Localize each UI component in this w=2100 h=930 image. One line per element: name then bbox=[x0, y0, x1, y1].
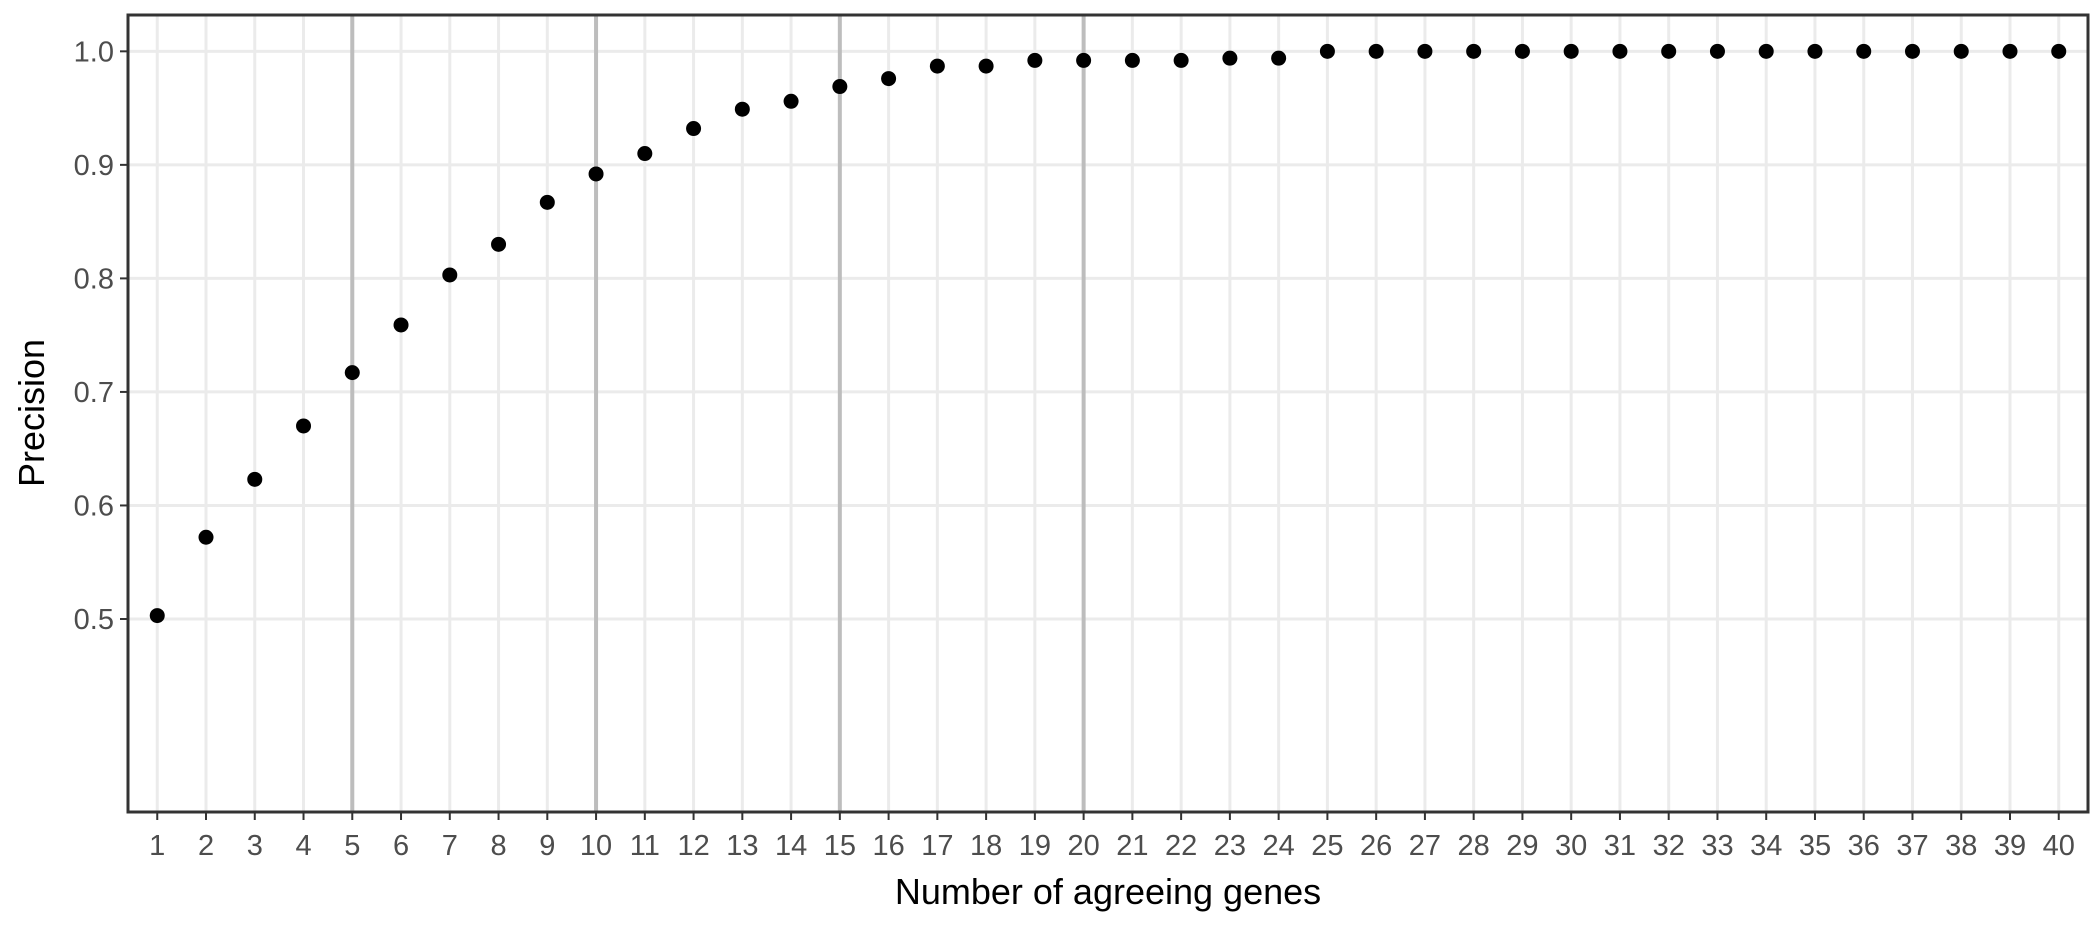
data-point bbox=[1709, 43, 1725, 59]
x-tick-label: 6 bbox=[393, 830, 409, 862]
x-tick-label: 24 bbox=[1263, 830, 1295, 862]
x-tick-label: 38 bbox=[1945, 830, 1977, 862]
y-axis-tick-labels: 0.5 0.6 0.7 0.8 0.9 1.0 bbox=[74, 36, 114, 636]
data-point bbox=[1027, 52, 1043, 68]
x-tick-label: 29 bbox=[1506, 830, 1538, 862]
x-tick-label: 2 bbox=[198, 830, 214, 862]
data-point bbox=[1514, 43, 1530, 59]
y-tick-label: 0.7 bbox=[74, 377, 114, 409]
x-tick-label: 12 bbox=[677, 830, 709, 862]
x-tick-label: 30 bbox=[1555, 830, 1587, 862]
data-point bbox=[1661, 43, 1677, 59]
data-point bbox=[1222, 50, 1238, 66]
y-tick-label: 0.8 bbox=[74, 263, 114, 295]
x-tick-label: 33 bbox=[1701, 830, 1733, 862]
data-point bbox=[1417, 43, 1433, 59]
x-tick-label: 20 bbox=[1067, 830, 1099, 862]
data-point bbox=[1856, 43, 1872, 59]
panel-border bbox=[126, 13, 2090, 814]
data-point bbox=[491, 236, 507, 252]
x-tick-label: 7 bbox=[442, 830, 458, 862]
y-tick-label: 0.5 bbox=[74, 604, 114, 636]
x-tick-label: 25 bbox=[1311, 830, 1343, 862]
x-tick-label: 40 bbox=[2043, 830, 2075, 862]
data-point bbox=[442, 267, 458, 283]
data-point bbox=[539, 194, 555, 210]
data-point bbox=[832, 79, 848, 95]
x-tick-label: 23 bbox=[1214, 830, 1246, 862]
data-point bbox=[1953, 43, 1969, 59]
x-tick-label: 31 bbox=[1604, 830, 1636, 862]
y-tick-label: 1.0 bbox=[74, 36, 114, 68]
data-point bbox=[1466, 43, 1482, 59]
x-tick-label: 9 bbox=[539, 830, 555, 862]
data-point bbox=[881, 71, 897, 87]
data-point bbox=[2002, 43, 2018, 59]
data-point bbox=[1807, 43, 1823, 59]
y-tick-label: 0.9 bbox=[74, 150, 114, 182]
data-point bbox=[783, 93, 799, 109]
x-tick-label: 11 bbox=[630, 830, 660, 862]
grid-lines bbox=[128, 15, 2088, 812]
x-tick-label: 3 bbox=[247, 830, 263, 862]
data-points bbox=[149, 43, 2067, 624]
data-point bbox=[2051, 43, 2067, 59]
x-tick-label: 21 bbox=[1116, 830, 1148, 862]
x-tick-label: 4 bbox=[295, 830, 311, 862]
data-point bbox=[1076, 52, 1092, 68]
x-tick-label: 13 bbox=[726, 830, 758, 862]
data-point bbox=[1319, 43, 1335, 59]
x-axis-title: Number of agreeing genes bbox=[895, 871, 1321, 912]
data-point bbox=[588, 166, 604, 182]
data-point bbox=[929, 58, 945, 74]
data-point bbox=[1904, 43, 1920, 59]
data-point bbox=[978, 58, 994, 74]
data-point bbox=[1612, 43, 1628, 59]
x-tick-label: 18 bbox=[970, 830, 1002, 862]
data-point bbox=[247, 471, 263, 487]
data-point bbox=[1271, 50, 1287, 66]
x-tick-label: 37 bbox=[1896, 830, 1928, 862]
x-tick-label: 10 bbox=[580, 830, 612, 862]
x-axis-tick-labels: 1 2 3 4 5 6 7 8 9 10 11 12 13 14 15 16 17 18 19 20 21 22 23 24 2… bbox=[149, 830, 2075, 862]
data-point bbox=[1173, 52, 1189, 68]
data-point bbox=[344, 365, 360, 381]
data-point bbox=[1368, 43, 1384, 59]
highlight-lines bbox=[350, 15, 1086, 812]
x-tick-label: 1 bbox=[149, 830, 165, 862]
x-tick-label: 35 bbox=[1799, 830, 1831, 862]
data-point bbox=[686, 121, 702, 137]
x-tick-label: 22 bbox=[1165, 830, 1197, 862]
data-point bbox=[1758, 43, 1774, 59]
data-point bbox=[637, 146, 653, 162]
x-tick-label: 26 bbox=[1360, 830, 1392, 862]
y-axis-title: Precision bbox=[11, 339, 52, 487]
x-tick-label: 28 bbox=[1458, 830, 1490, 862]
x-tick-label: 15 bbox=[824, 830, 856, 862]
y-tick-label: 0.6 bbox=[74, 490, 114, 522]
x-tick-label: 14 bbox=[775, 830, 807, 862]
x-tick-label: 19 bbox=[1019, 830, 1051, 862]
x-tick-label: 8 bbox=[490, 830, 506, 862]
x-tick-label: 36 bbox=[1848, 830, 1880, 862]
data-point bbox=[1563, 43, 1579, 59]
data-point bbox=[296, 418, 312, 434]
data-point bbox=[393, 317, 409, 333]
x-tick-label: 27 bbox=[1409, 830, 1441, 862]
data-point bbox=[149, 608, 165, 624]
x-tick-label: 17 bbox=[921, 830, 953, 862]
x-tick-label: 34 bbox=[1750, 830, 1782, 862]
x-tick-label: 32 bbox=[1653, 830, 1685, 862]
x-tick-label: 39 bbox=[1994, 830, 2026, 862]
data-point bbox=[734, 101, 750, 117]
axis-ticks bbox=[120, 50, 2060, 820]
data-point bbox=[1124, 52, 1140, 68]
x-tick-label: 16 bbox=[872, 830, 904, 862]
x-tick-label: 5 bbox=[344, 830, 360, 862]
data-point bbox=[198, 529, 214, 545]
